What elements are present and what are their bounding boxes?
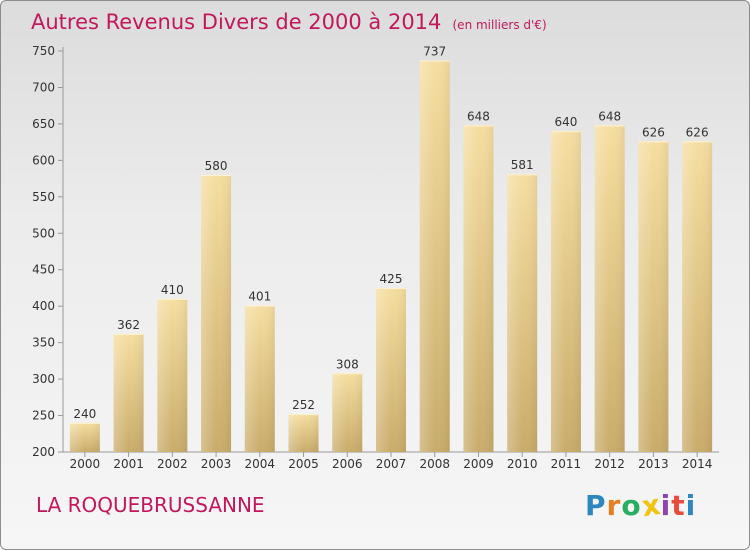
x-tick-label: 2004 bbox=[245, 457, 276, 471]
value-label: 580 bbox=[205, 159, 228, 173]
value-label: 737 bbox=[423, 44, 446, 58]
x-tick-label: 2010 bbox=[507, 457, 538, 471]
bar-shade bbox=[507, 174, 538, 452]
logo-letter: i bbox=[660, 489, 672, 522]
bar-shade bbox=[288, 414, 319, 452]
value-label: 581 bbox=[511, 158, 534, 172]
x-tick-label: 2007 bbox=[376, 457, 407, 471]
y-tick-label: 750 bbox=[32, 44, 55, 58]
y-tick-label: 200 bbox=[32, 445, 55, 459]
y-tick-label: 250 bbox=[32, 409, 55, 423]
bar-shade bbox=[69, 422, 100, 452]
x-tick-label: 2013 bbox=[638, 457, 669, 471]
logo-letter: t bbox=[671, 489, 686, 522]
x-tick-label: 2011 bbox=[551, 457, 582, 471]
y-tick-label: 650 bbox=[32, 117, 55, 131]
value-label: 308 bbox=[336, 357, 359, 371]
chart-title-main: Autres Revenus Divers de 2000 à 2014 bbox=[31, 10, 442, 34]
x-tick-label: 2001 bbox=[113, 457, 144, 471]
y-tick-label: 500 bbox=[32, 226, 55, 240]
bar-shade bbox=[463, 125, 494, 452]
value-label: 410 bbox=[161, 283, 184, 297]
y-tick-label: 600 bbox=[32, 153, 55, 167]
proxiti-logo: Proxiti bbox=[585, 487, 697, 524]
value-label: 648 bbox=[598, 109, 621, 123]
bar-shade bbox=[638, 141, 669, 452]
x-tick-label: 2000 bbox=[70, 457, 101, 471]
commune-name: LA ROQUEBRUSSANNE bbox=[36, 493, 265, 517]
bar-shade bbox=[244, 305, 275, 452]
value-label: 640 bbox=[554, 115, 577, 129]
value-label: 425 bbox=[380, 272, 403, 286]
value-label: 626 bbox=[686, 125, 709, 139]
y-tick-label: 550 bbox=[32, 190, 55, 204]
y-tick-label: 400 bbox=[32, 299, 55, 313]
x-tick-label: 2003 bbox=[201, 457, 232, 471]
x-tick-label: 2014 bbox=[682, 457, 713, 471]
value-label: 240 bbox=[73, 407, 96, 421]
chart-labels: 240 2000 362 2001 410 2002 580 2003 401 2004 252 20… bbox=[70, 44, 713, 471]
x-tick-label: 2009 bbox=[463, 457, 494, 471]
chart-title: Autres Revenus Divers de 2000 à 2014 (en… bbox=[31, 10, 547, 34]
value-label: 362 bbox=[117, 318, 140, 332]
chart-bars bbox=[69, 60, 713, 453]
bar-shade bbox=[157, 298, 188, 452]
logo-letter: r bbox=[606, 489, 622, 522]
logo-letter: x bbox=[639, 487, 663, 524]
chart-title-unit: (en milliers d'€) bbox=[452, 18, 547, 32]
y-tick-label: 350 bbox=[32, 336, 55, 350]
bar-shade bbox=[376, 287, 406, 452]
bar-shade bbox=[594, 125, 625, 452]
value-label: 252 bbox=[292, 398, 315, 412]
bar-shade bbox=[419, 60, 450, 452]
value-label: 401 bbox=[248, 289, 271, 303]
x-tick-label: 2006 bbox=[332, 457, 363, 471]
value-label: 626 bbox=[642, 125, 665, 139]
x-tick-label: 2002 bbox=[157, 457, 188, 471]
x-tick-label: 2008 bbox=[419, 457, 450, 471]
bar-shade bbox=[201, 174, 232, 453]
logo-letter: o bbox=[621, 489, 642, 522]
x-tick-label: 2012 bbox=[594, 457, 625, 471]
value-label: 648 bbox=[467, 109, 490, 123]
bar-shade bbox=[682, 141, 713, 452]
chart-axes: 200 250 300 350 400 450 500 550 600 650 700 750 bbox=[32, 44, 719, 459]
logo-letter: P bbox=[585, 489, 607, 522]
y-tick-label: 300 bbox=[32, 372, 55, 386]
y-tick-label: 450 bbox=[32, 263, 55, 277]
y-tick-label: 700 bbox=[32, 80, 55, 94]
logo-letter: i bbox=[685, 489, 697, 522]
bar-shade bbox=[113, 333, 144, 452]
bar-shade bbox=[332, 373, 363, 452]
bar-shade bbox=[550, 131, 581, 452]
x-tick-label: 2005 bbox=[288, 457, 319, 471]
